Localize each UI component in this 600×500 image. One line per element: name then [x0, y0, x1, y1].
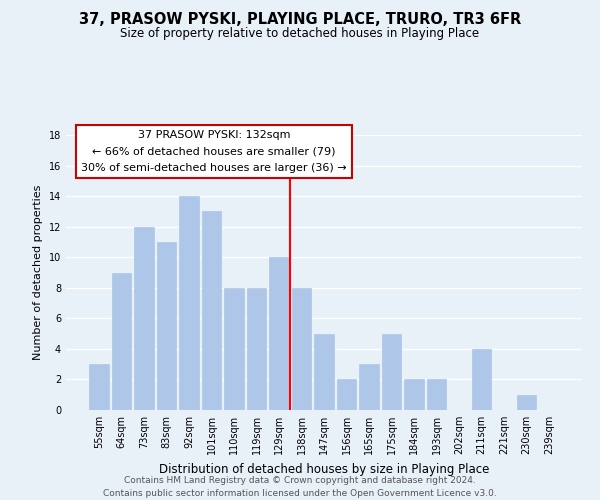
- X-axis label: Distribution of detached houses by size in Playing Place: Distribution of detached houses by size …: [159, 462, 489, 475]
- Bar: [472, 349, 491, 410]
- Text: 37, PRASOW PYSKI, PLAYING PLACE, TRURO, TR3 6FR: 37, PRASOW PYSKI, PLAYING PLACE, TRURO, …: [79, 12, 521, 28]
- Text: Contains HM Land Registry data © Crown copyright and database right 2024.: Contains HM Land Registry data © Crown c…: [124, 476, 476, 485]
- Bar: [179, 196, 199, 410]
- Bar: [292, 288, 311, 410]
- Y-axis label: Number of detached properties: Number of detached properties: [33, 185, 43, 360]
- Bar: [269, 257, 289, 410]
- Bar: [224, 288, 244, 410]
- Bar: [247, 288, 266, 410]
- Bar: [427, 380, 446, 410]
- Bar: [89, 364, 109, 410]
- Bar: [112, 272, 131, 410]
- Bar: [337, 380, 356, 410]
- Bar: [359, 364, 379, 410]
- Bar: [517, 394, 536, 410]
- Bar: [314, 334, 334, 410]
- Bar: [134, 226, 154, 410]
- Text: 37 PRASOW PYSKI: 132sqm
← 66% of detached houses are smaller (79)
30% of semi-de: 37 PRASOW PYSKI: 132sqm ← 66% of detache…: [81, 130, 347, 173]
- Bar: [404, 380, 424, 410]
- Bar: [382, 334, 401, 410]
- Text: Size of property relative to detached houses in Playing Place: Size of property relative to detached ho…: [121, 28, 479, 40]
- Bar: [202, 212, 221, 410]
- Text: Contains public sector information licensed under the Open Government Licence v3: Contains public sector information licen…: [103, 489, 497, 498]
- Bar: [157, 242, 176, 410]
